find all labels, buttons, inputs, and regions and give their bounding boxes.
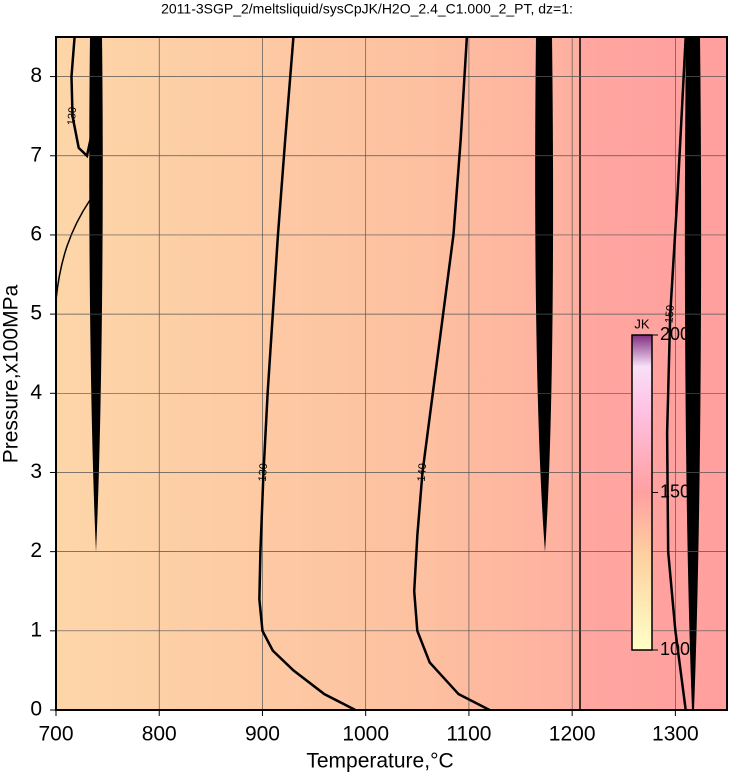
colorbar-label: JK bbox=[634, 316, 650, 331]
y-tick-label: 7 bbox=[30, 143, 42, 166]
colorbar bbox=[631, 334, 653, 651]
x-tick-label: 1300 bbox=[652, 723, 699, 746]
x-tick-label: 900 bbox=[245, 723, 280, 746]
contour-line bbox=[70, 36, 94, 159]
y-tick-label: 6 bbox=[30, 222, 42, 245]
y-tick-label: 5 bbox=[30, 302, 42, 325]
y-tick-label: 4 bbox=[30, 381, 42, 404]
y-tick-label: 8 bbox=[30, 64, 42, 87]
x-tick-label: 1000 bbox=[342, 723, 389, 746]
contour-spike bbox=[535, 37, 554, 552]
y-tick-label: 2 bbox=[30, 539, 42, 562]
y-tick-label: 1 bbox=[30, 618, 42, 641]
contour-label: 150 bbox=[663, 304, 677, 323]
contour-label: 130 bbox=[66, 107, 80, 126]
phase-zone bbox=[580, 37, 727, 710]
contour-spike bbox=[89, 37, 103, 552]
x-tick-label: 800 bbox=[142, 723, 177, 746]
contour-line bbox=[412, 36, 491, 712]
x-tick-label: 1200 bbox=[549, 723, 596, 746]
contour-line bbox=[258, 36, 356, 712]
plot-frame bbox=[55, 36, 728, 711]
contour-label: 140 bbox=[416, 463, 430, 482]
colorbar-tick-label: 150 bbox=[660, 481, 690, 501]
contour-line bbox=[665, 36, 687, 711]
y-tick-label: 0 bbox=[30, 698, 42, 721]
contour-label: 130 bbox=[257, 463, 271, 482]
x-tick-label: 1100 bbox=[446, 723, 491, 746]
contour-thin bbox=[55, 199, 91, 301]
x-tick-label: 700 bbox=[38, 723, 73, 746]
y-axis-label: Pressure,x100MPa bbox=[0, 284, 23, 463]
colorbar-tick-label: 200 bbox=[660, 324, 690, 344]
contour-spike bbox=[684, 37, 702, 710]
chart-title: 2011-3SGP_2/meltsliquid/sysCpJK/H2O_2.4_… bbox=[161, 1, 573, 17]
y-tick-label: 3 bbox=[30, 460, 42, 483]
x-axis-label: Temperature,°C bbox=[306, 750, 453, 773]
colorbar-tick-label: 100 bbox=[660, 639, 690, 659]
